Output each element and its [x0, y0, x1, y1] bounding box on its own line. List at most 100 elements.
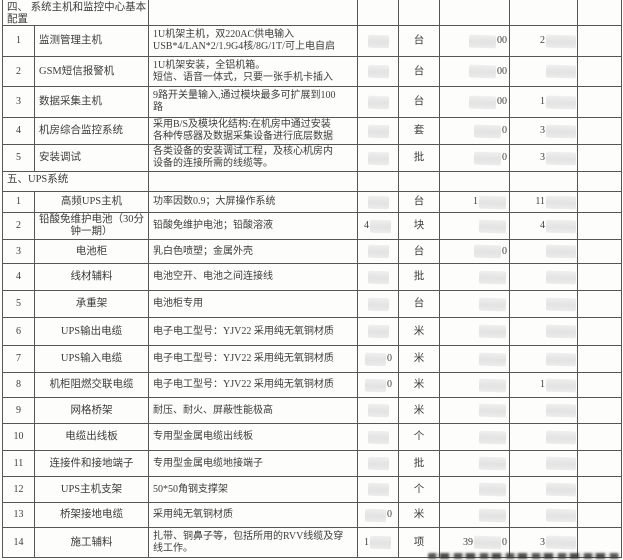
redaction-blur-mark	[545, 151, 577, 165]
cell-serial-number: 4	[3, 118, 35, 145]
redaction-blur-mark	[545, 324, 577, 339]
cell-item-name: 施工辅料	[35, 528, 149, 558]
empty-cell	[149, 172, 358, 192]
empty-cell	[440, 172, 510, 192]
cell-remarks	[578, 264, 622, 291]
total-visible-digits: 1	[540, 96, 545, 107]
cell-spec-description: 采用纯无氧铜材质	[149, 503, 358, 528]
cell-unit: 批	[399, 451, 440, 477]
redaction-blur-mark	[545, 535, 577, 550]
cell-remarks	[578, 398, 622, 424]
redaction-blur-mark	[478, 508, 507, 522]
cell-unit-price-redacted: 1	[440, 192, 510, 213]
cell-remarks	[578, 87, 622, 118]
cell-unit-price-redacted	[440, 346, 510, 373]
cell-serial-number: 10	[3, 424, 35, 451]
cell-serial-number: 3	[3, 87, 35, 118]
cell-unit-price-redacted	[440, 424, 510, 451]
cell-total-price-redacted	[510, 57, 578, 87]
cell-item-name: 安装调试	[35, 145, 149, 172]
table-row: 6 UPS输出电缆 电子电工型号：YJV22 采用纯无氧铜材质 米	[3, 318, 622, 346]
cell-quantity-redacted: 1	[358, 528, 399, 558]
cell-unit-price-redacted: 00	[440, 87, 510, 118]
redaction-blur-mark	[478, 270, 507, 284]
cell-total-price-redacted	[510, 291, 578, 318]
cell-remarks	[578, 346, 622, 373]
cell-quantity-redacted	[358, 192, 399, 213]
cell-total-price-redacted: 11	[510, 192, 578, 213]
cell-remarks	[578, 118, 622, 145]
quantity-visible-digits: 4	[364, 220, 369, 231]
cell-spec-description: 电池空开、电池之间连接线	[149, 264, 358, 291]
cell-remarks	[578, 57, 622, 87]
redaction-blur-mark	[367, 195, 389, 209]
cell-remarks	[578, 373, 622, 398]
cell-unit: 台	[399, 240, 440, 264]
cell-serial-number: 3	[3, 240, 35, 264]
redaction-blur-mark	[367, 244, 389, 259]
cell-unit-price-redacted: 00	[440, 57, 510, 87]
table-row: 10 电缆出线板 专用型金属电缆出线板 个	[3, 424, 622, 451]
redaction-blur-mark	[545, 124, 577, 138]
total-visible-digits: 4	[540, 220, 545, 231]
section-header-row: 四、 系统主机和监控中心基本 配置	[3, 0, 622, 26]
cell-serial-number: 4	[3, 264, 35, 291]
cell-spec-description: 电子电工型号：YJV22 采用纯无氧铜材质	[149, 373, 358, 398]
redaction-blur-mark	[468, 64, 497, 79]
cell-remarks	[578, 318, 622, 346]
redaction-blur-mark	[545, 352, 577, 366]
cell-total-price-redacted: 3	[510, 145, 578, 172]
cell-remarks	[578, 503, 622, 528]
cell-total-price-redacted	[510, 503, 578, 528]
table-row: 2 GSM短信报警机 1U机架安装，全铝机箱。 短信、语音一体式，只要一张手机卡插入…	[3, 57, 622, 87]
redaction-blur-mark	[473, 124, 502, 138]
cell-unit-price-redacted	[440, 373, 510, 398]
cell-quantity-redacted	[358, 424, 399, 451]
cell-spec-description: 扎带、铜鼻子等，包括所用的RVV线缆及穿 线工作。	[149, 528, 358, 558]
empty-cell	[578, 0, 622, 26]
empty-cell	[510, 0, 578, 26]
cell-total-price-redacted	[510, 451, 578, 477]
table-row: 4 线材辅料 电池空开、电池之间连接线 批	[3, 264, 622, 291]
redaction-blur-mark	[367, 151, 389, 165]
cell-unit: 个	[399, 424, 440, 451]
table-row: 4 机房综合监控系统 采用B/S及模块化结构:在机房中通过安装 各种传感器及数据采集…	[3, 118, 622, 145]
cell-remarks	[578, 145, 622, 172]
empty-cell	[358, 0, 399, 26]
cell-unit: 米	[399, 346, 440, 373]
cell-quantity-redacted	[358, 57, 399, 87]
quantity-visible-digits: 0	[387, 353, 392, 364]
cell-serial-number: 14	[3, 528, 35, 558]
cell-spec-description: 专用型金属电缆出线板	[149, 424, 358, 451]
cell-serial-number: 9	[3, 398, 35, 424]
cell-spec-description: 9路开关量输入,通过模块最多可扩展到100 路	[149, 87, 358, 118]
table-row: 12 UPS主机支架 50*50角钢支撑架 个	[3, 477, 622, 503]
redaction-blur-mark	[478, 430, 507, 444]
cell-serial-number: 11	[3, 451, 35, 477]
redaction-blur-mark	[545, 219, 577, 233]
cell-item-name: 电池柜	[35, 240, 149, 264]
cell-quantity-redacted	[358, 477, 399, 503]
redaction-blur-mark	[468, 34, 497, 48]
price-visible-digits: 39	[463, 536, 473, 548]
redaction-blur-mark	[478, 378, 507, 392]
cell-quantity-redacted	[358, 87, 399, 118]
redaction-blur-mark	[367, 34, 389, 48]
cell-total-price-redacted	[510, 264, 578, 291]
cell-serial-number: 5	[3, 291, 35, 318]
cell-unit: 台	[399, 26, 440, 57]
cell-unit: 台	[399, 87, 440, 118]
redaction-blur-mark	[367, 403, 389, 418]
total-visible-digits: 3	[540, 125, 545, 136]
cell-quantity-redacted	[358, 291, 399, 318]
empty-cell	[399, 172, 440, 192]
table-row: 1 高频UPS主机 功率因数0.9；大屏操作系统台 1 11	[3, 192, 622, 213]
table-row: 7 UPS输入电缆 电子电工型号：YJV22 采用纯无氧铜材质 0 米	[3, 346, 622, 373]
cell-unit-price-redacted: 0	[440, 145, 510, 172]
price-visible-digits: 0	[502, 536, 507, 548]
redaction-blur-mark	[473, 535, 502, 550]
redaction-blur-mark	[367, 297, 389, 311]
cell-serial-number: 5	[3, 145, 35, 172]
cell-spec-description: 铅酸免维护电池；铅酸溶液	[149, 213, 358, 240]
redaction-blur-mark	[367, 456, 389, 471]
